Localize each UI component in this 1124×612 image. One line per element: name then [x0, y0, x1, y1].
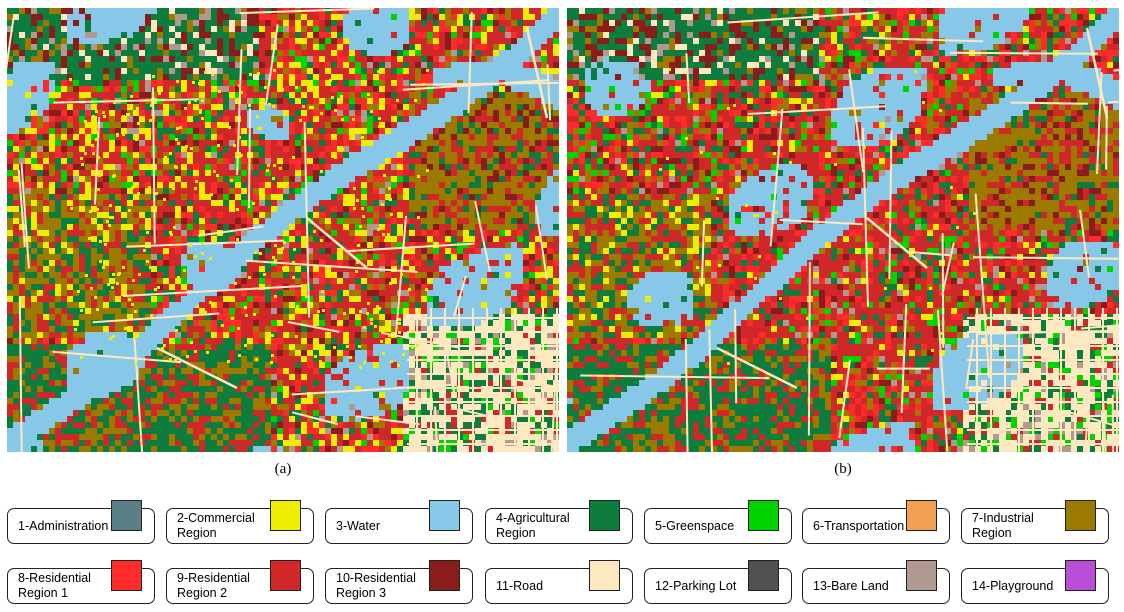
legend-item-bare-land: 13-Bare Land [802, 560, 950, 604]
legend-label: 7-Industrial Region [972, 511, 1034, 540]
legend-label: 6-Transportation [813, 518, 905, 533]
legend-item-road: 11-Road [485, 560, 633, 604]
legend-swatch [111, 560, 142, 591]
legend-item-industrial-region: 7-Industrial Region [961, 500, 1109, 544]
caption-b: (b) [834, 461, 852, 477]
legend-item-agricultural-region: 4-Agricultural Region [485, 500, 633, 544]
land-use-map-b [567, 8, 1119, 452]
legend-label: 13-Bare Land [813, 578, 889, 593]
legend-item-transportation: 6-Transportation [802, 500, 950, 544]
legend-item-playground: 14-Playground [961, 560, 1109, 604]
legend-label: 5-Greenspace [655, 518, 735, 533]
legend-label: 8-Residential Region 1 [18, 571, 91, 600]
legend-label: 9-Residential Region 2 [177, 571, 250, 600]
legend-item-administration: 1-Administration [7, 500, 155, 544]
legend-item-commercial-region: 2-Commercial Region [166, 500, 314, 544]
legend-swatch [748, 500, 779, 531]
land-use-map-a [7, 8, 559, 452]
caption-a: (a) [274, 461, 292, 477]
legend-swatch [589, 500, 620, 531]
legend-swatch [1065, 560, 1096, 591]
legend-swatch [270, 500, 301, 531]
legend-label: 10-Residential Region 3 [336, 571, 416, 600]
legend-label: 4-Agricultural Region [496, 511, 570, 540]
legend-swatch [906, 500, 937, 531]
legend-label: 2-Commercial Region [177, 511, 255, 540]
legend-label: 14-Playground [972, 578, 1054, 593]
legend-label: 3-Water [336, 518, 380, 533]
legend-swatch [1065, 500, 1096, 531]
legend-label: 1-Administration [18, 518, 109, 533]
legend-swatch [429, 500, 460, 531]
legend-label: 12-Parking Lot [655, 578, 737, 593]
legend-swatch [111, 500, 142, 531]
legend-item-residential-region-1: 8-Residential Region 1 [7, 560, 155, 604]
legend-item-residential-region-3: 10-Residential Region 3 [325, 560, 473, 604]
legend-label: 11-Road [496, 578, 544, 593]
legend-swatch [748, 560, 779, 591]
legend-swatch [270, 560, 301, 591]
legend-swatch [429, 560, 460, 591]
legend-item-residential-region-2: 9-Residential Region 2 [166, 560, 314, 604]
legend-item-parking-lot: 12-Parking Lot [644, 560, 792, 604]
legend-swatch [589, 560, 620, 591]
legend-swatch [906, 560, 937, 591]
legend-item-greenspace: 5-Greenspace [644, 500, 792, 544]
legend-item-water: 3-Water [325, 500, 473, 544]
